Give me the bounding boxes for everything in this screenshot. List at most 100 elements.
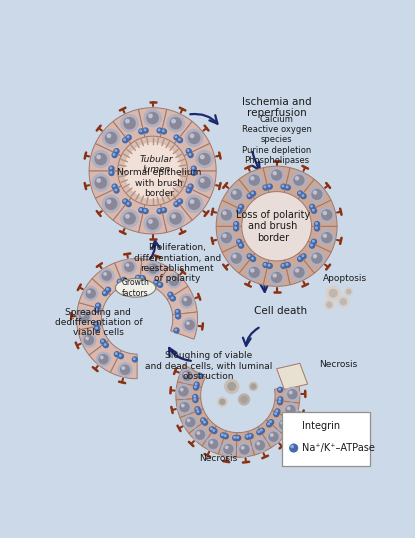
Circle shape [150, 266, 153, 268]
Circle shape [325, 300, 334, 309]
Circle shape [194, 399, 195, 400]
Polygon shape [78, 325, 109, 355]
Circle shape [223, 234, 226, 237]
Circle shape [237, 443, 251, 456]
Polygon shape [202, 426, 226, 454]
Circle shape [175, 136, 177, 138]
Circle shape [195, 430, 205, 439]
Circle shape [170, 118, 181, 129]
Circle shape [264, 264, 266, 265]
Circle shape [322, 210, 332, 220]
Circle shape [105, 198, 117, 209]
Polygon shape [171, 312, 198, 339]
Polygon shape [239, 168, 269, 199]
Circle shape [222, 434, 223, 436]
Circle shape [195, 386, 196, 388]
Circle shape [124, 213, 135, 224]
Circle shape [149, 220, 152, 223]
Circle shape [248, 255, 250, 257]
Circle shape [124, 200, 125, 202]
Circle shape [258, 431, 259, 433]
Polygon shape [277, 363, 308, 390]
Circle shape [80, 312, 89, 321]
Circle shape [172, 119, 175, 123]
Circle shape [122, 367, 124, 369]
Circle shape [281, 264, 286, 268]
Circle shape [272, 272, 282, 282]
Circle shape [286, 387, 299, 401]
Text: Growth
factors: Growth factors [122, 278, 149, 298]
Circle shape [278, 401, 280, 402]
Circle shape [212, 429, 217, 434]
Polygon shape [140, 259, 168, 288]
Circle shape [222, 233, 232, 243]
Circle shape [275, 409, 280, 414]
Polygon shape [160, 198, 192, 232]
Polygon shape [263, 166, 290, 193]
Circle shape [313, 191, 317, 194]
Circle shape [124, 139, 125, 140]
Polygon shape [284, 253, 314, 285]
Circle shape [95, 323, 97, 324]
Circle shape [109, 166, 114, 171]
Circle shape [105, 344, 106, 345]
Circle shape [309, 187, 325, 202]
Circle shape [104, 292, 105, 293]
Circle shape [88, 291, 90, 293]
Circle shape [236, 436, 241, 441]
Circle shape [223, 434, 228, 439]
Circle shape [122, 278, 127, 282]
Circle shape [158, 210, 160, 211]
Circle shape [188, 132, 200, 144]
Circle shape [176, 384, 190, 398]
Circle shape [147, 218, 158, 229]
Circle shape [179, 387, 188, 396]
Circle shape [136, 275, 141, 280]
Circle shape [251, 177, 254, 180]
Polygon shape [272, 400, 300, 421]
Circle shape [196, 409, 201, 415]
Circle shape [326, 286, 340, 300]
Circle shape [234, 436, 235, 438]
Circle shape [203, 420, 208, 425]
Text: Ischemia and
reperfusion: Ischemia and reperfusion [242, 97, 311, 118]
Circle shape [149, 114, 152, 118]
Polygon shape [176, 398, 203, 417]
Ellipse shape [115, 279, 156, 297]
Circle shape [180, 294, 194, 308]
Text: Sloughing of viable
and dead cells, with luminal
obstruction: Sloughing of viable and dead cells, with… [145, 351, 272, 381]
Circle shape [110, 172, 112, 173]
Circle shape [77, 310, 91, 323]
Circle shape [126, 202, 131, 207]
Polygon shape [184, 144, 216, 171]
Circle shape [315, 222, 320, 226]
Circle shape [121, 210, 138, 227]
Circle shape [222, 210, 232, 220]
Circle shape [210, 441, 212, 443]
Circle shape [103, 129, 120, 146]
Circle shape [157, 209, 162, 214]
Circle shape [251, 257, 256, 261]
Circle shape [176, 314, 181, 319]
Polygon shape [176, 382, 202, 400]
Circle shape [180, 403, 189, 412]
Circle shape [95, 326, 100, 331]
Polygon shape [139, 204, 167, 234]
Circle shape [113, 154, 115, 155]
Circle shape [240, 445, 249, 454]
Circle shape [225, 435, 226, 436]
Circle shape [264, 186, 266, 188]
Circle shape [272, 170, 282, 180]
Polygon shape [274, 385, 300, 403]
Polygon shape [189, 418, 216, 446]
Circle shape [229, 187, 244, 202]
Circle shape [237, 208, 242, 213]
Circle shape [140, 275, 145, 281]
Circle shape [178, 138, 183, 143]
Circle shape [186, 129, 203, 146]
Circle shape [102, 271, 111, 280]
Polygon shape [178, 365, 206, 387]
Circle shape [266, 430, 281, 444]
Circle shape [238, 209, 239, 211]
Circle shape [123, 199, 128, 204]
